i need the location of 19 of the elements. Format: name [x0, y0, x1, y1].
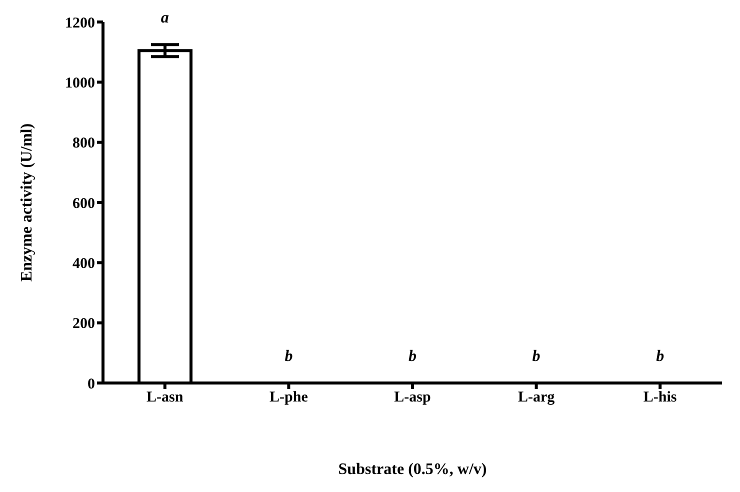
annotation: b [532, 348, 540, 365]
y-tick-label: 0 [88, 376, 95, 392]
x-tick-label: L-his [643, 390, 677, 406]
x-tick-label: L-asp [394, 390, 431, 406]
x-tick-label: L-phe [270, 390, 308, 406]
y-tick-label: 400 [72, 256, 95, 272]
annotation: b [408, 348, 416, 365]
y-tick-label: 600 [72, 196, 95, 212]
annotation: b [284, 348, 293, 365]
x-axis-title: Substrate (0.5%, w/v) [338, 461, 487, 478]
y-tick-label: 1000 [65, 75, 95, 92]
x-tick-label: L-asn [146, 390, 184, 406]
y-tick-label: 800 [72, 136, 95, 152]
y-tick-label: 1200 [65, 15, 95, 32]
x-tick-label: L-arg [518, 390, 556, 406]
y-tick-label: 200 [72, 316, 95, 332]
annotation: a [160, 10, 169, 27]
y-axis-title: Enzyme activity (U/ml) [18, 123, 36, 282]
annotation: b [656, 348, 664, 365]
